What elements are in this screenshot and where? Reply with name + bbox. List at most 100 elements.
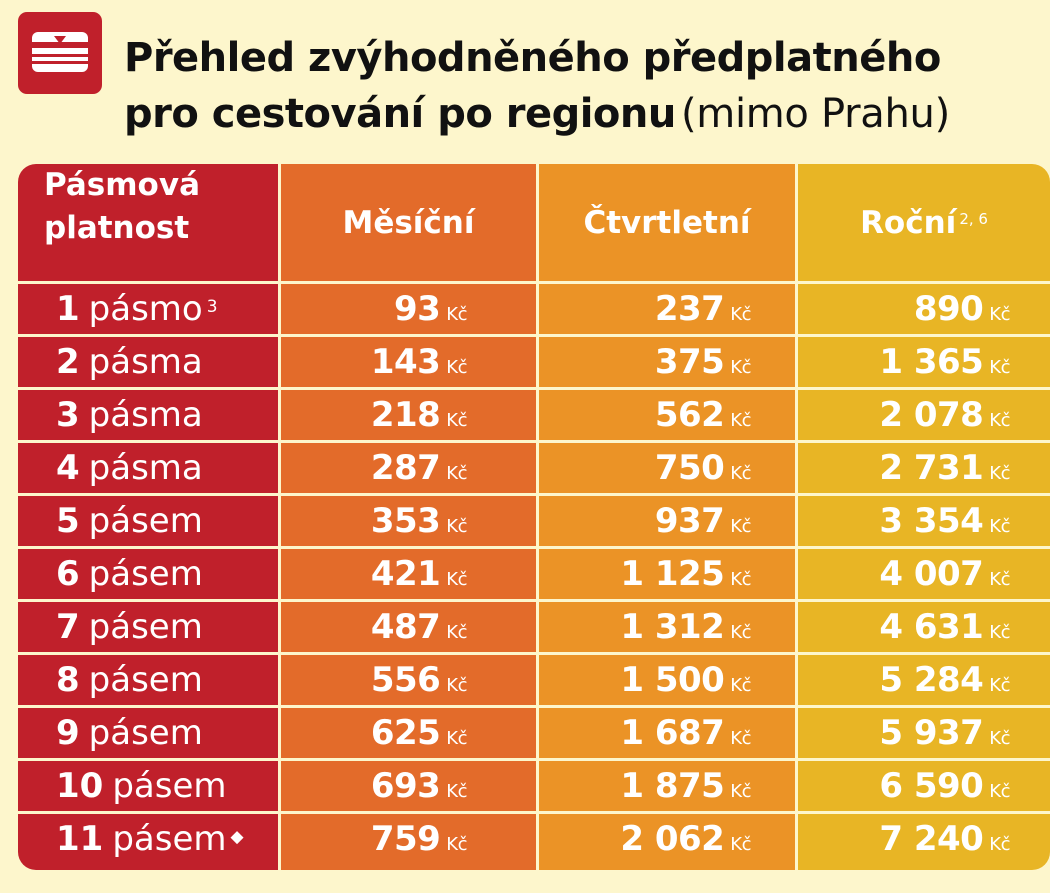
header-monthly: Měsíční <box>342 204 475 241</box>
zone-cell: 10 pásem <box>56 761 278 811</box>
currency-label: Kč <box>730 674 751 696</box>
row-separator <box>18 811 1050 814</box>
zone-count: 3 <box>56 395 80 435</box>
zone-word: pásem <box>88 713 203 753</box>
header-zone: Pásmová platnost <box>18 164 278 281</box>
quarterly-price: 1 687 <box>620 713 725 753</box>
table-row: 1 pásmo 3 93 Kč 237 Kč 890 Kč <box>18 281 1050 331</box>
currency-label: Kč <box>446 621 467 643</box>
zone-word: pásem <box>112 766 227 806</box>
monthly-price: 421 <box>370 554 441 594</box>
monthly-price-cell: 93 Kč <box>281 284 468 334</box>
yearly-price-cell: 7 240 Kč <box>798 814 1010 864</box>
header-zone-line-2: platnost <box>44 210 190 246</box>
table-row: 5 pásem 353 Kč 937 Kč 3 354 Kč <box>18 493 1050 543</box>
row-separator <box>18 546 1050 549</box>
currency-label: Kč <box>446 409 467 431</box>
zone-count: 5 <box>56 501 80 541</box>
monthly-price-cell: 693 Kč <box>281 761 468 811</box>
currency-label: Kč <box>730 462 751 484</box>
currency-label: Kč <box>446 674 467 696</box>
row-separator <box>18 387 1050 390</box>
zone-word: pásem <box>112 819 227 859</box>
monthly-price: 693 <box>370 766 441 806</box>
quarterly-price-cell: 750 Kč <box>539 443 752 493</box>
header-quarterly: Čtvrtletní <box>583 204 751 241</box>
yearly-price: 5 284 <box>879 660 984 700</box>
yearly-price-cell: 6 590 Kč <box>798 761 1010 811</box>
header-yearly-label: Roční <box>860 204 957 241</box>
quarterly-price: 1 875 <box>620 766 725 806</box>
currency-label: Kč <box>989 833 1010 855</box>
currency-label: Kč <box>989 462 1010 484</box>
currency-label: Kč <box>989 674 1010 696</box>
quarterly-price-cell: 937 Kč <box>539 496 752 546</box>
currency-label: Kč <box>446 462 467 484</box>
yearly-price-cell: 890 Kč <box>798 284 1011 334</box>
zone-count: 7 <box>56 607 80 647</box>
zone-word: pásem <box>88 554 203 594</box>
zone-word: pásem <box>88 607 203 647</box>
zone-cell: 4 pásma <box>56 443 278 493</box>
table-row: 8 pásem 556 Kč 1 500 Kč 5 284 Kč <box>18 652 1050 702</box>
quarterly-price-cell: 1 500 Kč <box>539 655 751 705</box>
yearly-price-cell: 2 078 Kč <box>798 390 1010 440</box>
yearly-price: 890 <box>913 289 984 329</box>
currency-label: Kč <box>730 727 751 749</box>
currency-label: Kč <box>989 568 1010 590</box>
quarterly-price: 2 062 <box>620 819 725 859</box>
zone-count: 4 <box>56 448 80 488</box>
currency-label: Kč <box>989 356 1010 378</box>
quarterly-price-cell: 2 062 Kč <box>539 814 751 864</box>
currency-label: Kč <box>989 621 1010 643</box>
monthly-price: 556 <box>370 660 441 700</box>
monthly-price: 143 <box>370 342 441 382</box>
table-row: 10 pásem 693 Kč 1 875 Kč 6 590 Kč <box>18 758 1050 808</box>
zone-word: pásem <box>88 501 203 541</box>
row-separator <box>18 281 1050 284</box>
yearly-price-cell: 1 365 Kč <box>798 337 1010 387</box>
table-row: 3 pásma 218 Kč 562 Kč 2 078 Kč <box>18 387 1050 437</box>
zone-cell: 8 pásem <box>56 655 278 705</box>
currency-label: Kč <box>446 833 467 855</box>
quarterly-price: 750 <box>654 448 725 488</box>
quarterly-price-cell: 375 Kč <box>539 337 752 387</box>
monthly-price: 759 <box>370 819 441 859</box>
monthly-price-cell: 487 Kč <box>281 602 468 652</box>
currency-label: Kč <box>730 356 751 378</box>
table-row: 4 pásma 287 Kč 750 Kč 2 731 Kč <box>18 440 1050 490</box>
yearly-price: 4 007 <box>879 554 984 594</box>
zone-count: 8 <box>56 660 80 700</box>
monthly-price-cell: 287 Kč <box>281 443 468 493</box>
zone-word: pásma <box>88 448 203 488</box>
zone-note: 3 <box>206 297 218 317</box>
quarterly-price: 1 500 <box>620 660 725 700</box>
quarterly-price: 562 <box>654 395 725 435</box>
quarterly-price-cell: 237 Kč <box>539 284 752 334</box>
table-row: 11 pásem ◆ 759 Kč 2 062 Kč 7 240 Kč <box>18 811 1050 861</box>
yearly-price: 7 240 <box>879 819 984 859</box>
page-title: Přehled zvýhodněného předplatného pro ce… <box>124 30 950 150</box>
yearly-price: 5 937 <box>879 713 984 753</box>
quarterly-price-cell: 1 125 Kč <box>539 549 751 599</box>
currency-label: Kč <box>730 409 751 431</box>
zone-word: pásem <box>88 660 203 700</box>
monthly-price-cell: 353 Kč <box>281 496 468 546</box>
table-row: 2 pásma 143 Kč 375 Kč 1 365 Kč <box>18 334 1050 384</box>
zone-count: 10 <box>56 766 104 806</box>
monthly-price: 93 <box>393 289 441 329</box>
zone-cell: 3 pásma <box>56 390 278 440</box>
zone-cell: 6 pásem <box>56 549 278 599</box>
row-separator <box>18 334 1050 337</box>
monthly-price: 353 <box>370 501 441 541</box>
zone-word: pásmo <box>88 289 203 329</box>
currency-label: Kč <box>730 780 751 802</box>
header-zone-line-1: Pásmová <box>44 167 200 203</box>
row-separator <box>18 599 1050 602</box>
currency-label: Kč <box>989 727 1010 749</box>
currency-label: Kč <box>989 780 1010 802</box>
monthly-price-cell: 421 Kč <box>281 549 468 599</box>
currency-label: Kč <box>989 303 1010 325</box>
quarterly-price: 1 125 <box>620 554 725 594</box>
zone-count: 11 <box>56 819 104 859</box>
